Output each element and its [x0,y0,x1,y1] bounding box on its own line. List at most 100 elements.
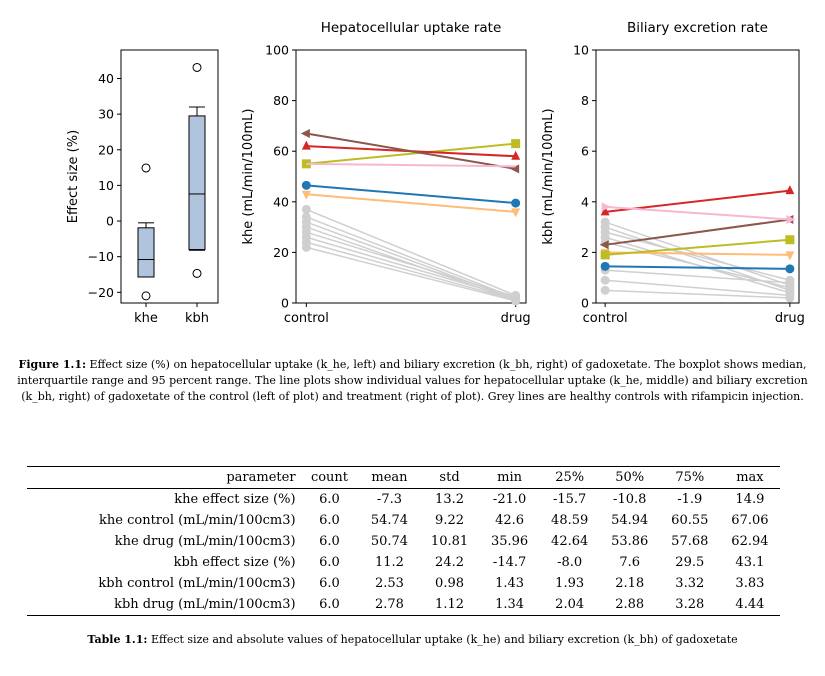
table-caption-label: Table 1.1: [87,633,148,646]
x-tick-label: control [583,311,628,326]
table-cell: 67.06 [731,513,769,528]
table-cell: khe effect size (%) [174,492,296,507]
data-point [510,164,520,174]
control-series-line [605,269,790,284]
plot-frame [295,49,527,304]
data-point [600,275,610,285]
data-point [785,185,795,195]
plot-frame [120,49,219,304]
data-point [511,139,521,149]
y-tick-label: 10 [98,178,114,193]
y-tick-label: 40 [273,194,289,209]
table-header-row: parameter count mean std min 25% 50% 75% max [27,466,780,489]
data-point [300,128,310,138]
table-cell: 6.0 [319,555,340,570]
table-cell: -15.7 [552,492,587,507]
table-row: kbh effect size (%) 6.0 11.2 24.2 -14.7 -8.0 7… [27,552,780,573]
biliary-excretion-plot: 0 2 4 6 8 10 kbh (mL/min/100mL) Biliary excreti… [541,20,805,326]
table-cell: kbh drug (mL/min/100cm3) [114,597,296,612]
box-iqr [188,115,206,251]
table-cell: 4.44 [735,597,765,612]
table-cell: 6.0 [319,597,340,612]
table-cell: kbh effect size (%) [173,555,296,570]
data-point [785,293,795,303]
series-line [605,265,790,270]
data-point [511,150,521,160]
control-series-line [306,236,516,300]
data-point [600,285,610,295]
table-body: khe effect size (%) 6.0 -7.3 13.2 -21.0 -15.7… [27,489,780,616]
data-point [785,264,795,274]
series-line [604,218,791,246]
data-point [600,250,610,260]
data-point [301,204,311,214]
table-cell: 2.88 [615,597,645,612]
data-point [301,242,311,252]
y-tick-label: −20 [88,285,114,300]
y-tick-label: 0 [281,296,289,311]
control-series-line [306,231,516,298]
table-cell: 48.59 [551,513,589,528]
table-cell: 7.6 [619,555,641,570]
control-series-line [605,279,790,297]
chart-title: Hepatocellular uptake rate [321,20,502,36]
statistics-table: parameter count mean std min 25% 50% 75% max khe… [27,466,780,616]
y-axis-label: Effect size (%) [66,130,81,223]
column-header: max [736,470,764,485]
table-cell: 6.0 [319,576,340,591]
table-cell: 13.2 [435,492,464,507]
column-header: 75% [675,470,705,485]
table-cell: 29.5 [675,555,705,570]
x-tick-label: khe [134,311,158,326]
x-tick-label: drug [501,311,531,326]
data-point [301,190,311,200]
data-point [785,251,795,261]
series-line [306,142,516,165]
column-header: std [439,470,460,485]
table-cell: 14.9 [735,492,765,507]
y-tick-label: −10 [88,249,114,264]
table-cell: 6.0 [319,492,340,507]
data-point [601,202,611,212]
table-cell: 60.55 [671,513,709,528]
table-cell: 54.94 [611,513,649,528]
data-point [511,208,521,218]
table-cell: 9.22 [435,513,464,528]
table-cell: 1.12 [435,597,464,612]
y-tick-label: 60 [273,144,289,159]
table-cell: -7.3 [376,492,402,507]
data-point [786,215,796,225]
control-series-line [306,241,516,301]
series-line [605,238,790,256]
data-point [511,198,521,208]
y-tick-label: 10 [573,43,589,58]
y-tick-label: 20 [98,142,114,157]
box-outlier [192,62,202,72]
table-cell: 3.83 [735,576,765,591]
y-tick-label: 100 [265,43,289,58]
column-header: mean [371,470,408,485]
series-line [306,132,516,170]
y-tick-label: 40 [98,71,114,86]
table-cell: 35.96 [490,534,529,549]
effect-size-boxplot: −20 −10 0 10 20 30 40 Effect size (%) khe kbh [66,49,219,326]
table-cell: 43.1 [735,555,765,570]
column-header: 25% [555,470,585,485]
control-series-line [604,231,791,281]
data-point [600,261,610,271]
table-cell: 54.74 [370,513,409,528]
table-cell: khe control (mL/min/100cm3) [99,513,296,528]
table-row: khe effect size (%) 6.0 -7.3 13.2 -21.0 -15.7… [27,489,780,511]
y-tick-label: 8 [581,93,589,108]
control-series-line [306,216,516,299]
table-cell: 10.81 [430,534,469,549]
figure-caption-text: Effect size (%) on hepatocellular uptake… [17,358,808,403]
table-cell: 2.18 [615,576,645,591]
box-outlier [141,291,151,301]
table-cell: 0.98 [435,576,464,591]
data-point [511,296,521,306]
x-tick-label: drug [775,311,805,326]
table-cell: 2.78 [374,597,404,612]
table-cell: 1.93 [555,576,585,591]
